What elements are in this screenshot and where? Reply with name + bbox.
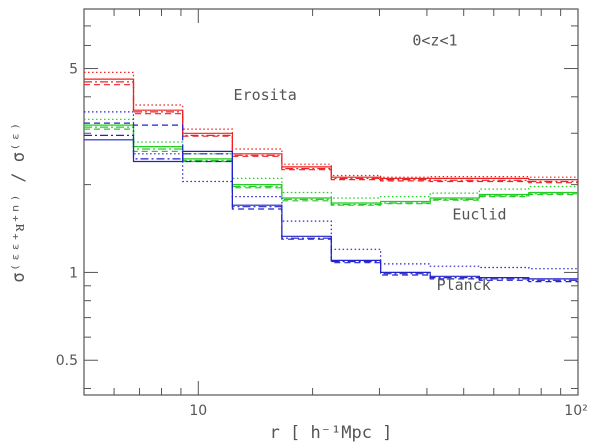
series-red-dashed	[84, 84, 578, 184]
y-tick-label: 1	[69, 265, 78, 281]
series-green-dashdot	[84, 126, 578, 206]
series-red-solid	[84, 78, 578, 181]
series-red-dashdot	[84, 81, 578, 183]
plot-frame	[83, 8, 579, 396]
y-axis-title: σ⁽ᵋᵋ⁺ᴚ⁺ⁿ⁾ / σ⁽ᵋ⁾	[9, 121, 29, 282]
y-tick-label: 0.5	[56, 353, 78, 369]
annotation-1: Erosita	[234, 86, 297, 104]
major-ticks	[84, 9, 579, 395]
annotation-0: 0<z<1	[412, 31, 457, 49]
series-red-dotted	[84, 71, 578, 178]
series-blue-dashdot	[84, 134, 578, 281]
minor-ticks	[84, 8, 578, 395]
x-tick-label: 10	[189, 403, 207, 419]
series-layer	[84, 71, 578, 283]
x-axis-title: r [ h⁻¹Mpc ]	[270, 423, 393, 443]
annotations: 0<z<1 Erosita Euclid Planck	[234, 31, 507, 294]
tick-labels: 10 10² 0.5 1 5	[56, 62, 588, 419]
annotation-2: Euclid	[452, 205, 506, 223]
annotation-3: Planck	[437, 276, 491, 294]
series-blue-dotted	[84, 111, 578, 270]
series-green-solid	[84, 124, 578, 204]
y-tick-label: 5	[69, 62, 78, 78]
x-tick-label: 10²	[564, 403, 587, 419]
